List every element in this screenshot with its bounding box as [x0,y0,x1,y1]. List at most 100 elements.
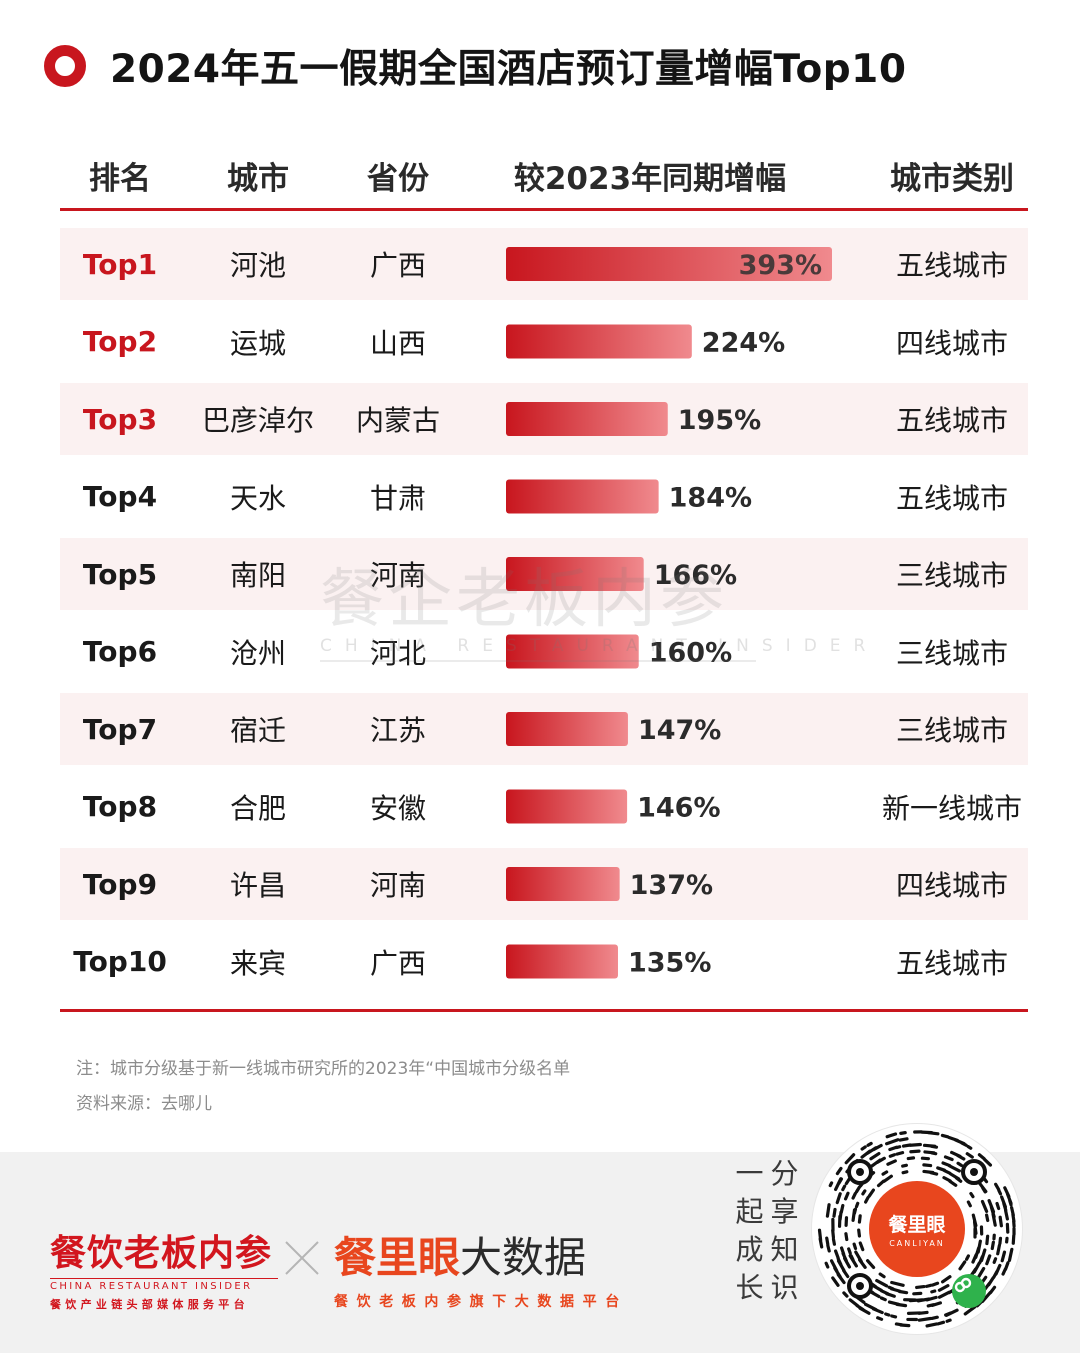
qr-dot [944,1171,949,1174]
qr-dot [987,1215,988,1220]
qr-dot [949,1166,959,1171]
qr-dot [994,1259,995,1263]
brand1-en: CHINA RESTAURANT INSIDER [50,1278,278,1292]
bar-合肥 [506,790,627,824]
qr-dot [877,1281,887,1286]
footer: 餐饮老板内参 CHINA RESTAURANT INSIDER 餐饮产业链头部媒… [0,1152,1080,1353]
qr-dot [889,1287,893,1289]
city-name: 沧州 [196,616,320,688]
qr-dot [1013,1235,1014,1243]
slogan-char: 成 [732,1234,767,1266]
qr-dot [901,1133,905,1134]
rank-label: Top2 [60,306,180,378]
bar-宿迁 [506,712,628,746]
header-rule [60,208,1028,211]
rank-label: Top9 [60,848,180,920]
rank-label: Top8 [60,771,180,843]
qr-dot [968,1147,971,1149]
mini-program-qr-code[interactable]: 餐里眼 CANLIYAN [812,1124,1022,1334]
qr-dot [834,1210,835,1217]
brand2-name-dark: 大数据 [460,1233,586,1282]
city-name: 合肥 [196,771,320,843]
city-tier: 五线城市 [870,461,1034,533]
qr-dot [987,1256,990,1264]
qr-dot [827,1205,829,1216]
bar-天水 [506,480,659,514]
province-name: 山西 [336,306,460,378]
province-name: 安徽 [336,771,460,843]
header-tier: 城市类别 [870,150,1034,200]
qr-dot [985,1159,991,1165]
qr-dot [996,1184,999,1189]
qr-dot [968,1202,970,1206]
qr-dot [973,1255,976,1262]
qr-dot [979,1269,984,1277]
qr-dot [844,1293,847,1296]
city-name: 南阳 [196,538,320,610]
city-tier: 四线城市 [870,306,1034,378]
rank-label: Top5 [60,538,180,610]
city-name: 宿迁 [196,693,320,765]
qr-dot [886,1314,889,1315]
city-name: 许昌 [196,848,320,920]
title-row: 2024年五一假期全国酒店预订量增幅Top10 [44,38,906,94]
qr-dot [849,1249,851,1253]
qr-dot [932,1317,937,1318]
qr-dot [888,1161,895,1164]
city-tier: 五线城市 [870,926,1034,998]
qr-dot [1010,1201,1011,1205]
qr-dot [854,1209,855,1213]
qr-dot [889,1302,898,1304]
slogan-char: 享 [767,1196,802,1228]
qr-dot [903,1172,907,1173]
qr-dot [890,1155,894,1157]
qr-finder-dot [856,1282,864,1290]
qr-dot [929,1133,938,1134]
qr-dot [856,1187,859,1192]
qr-dot [866,1197,868,1202]
qr-dot [958,1163,961,1165]
qr-dot [919,1319,930,1321]
qr-dot [853,1194,855,1199]
bar-许昌 [506,867,620,901]
bar-运城 [506,325,692,359]
qr-dot [820,1230,821,1240]
qr-dot [843,1186,845,1189]
rank-label: Top6 [60,616,180,688]
slogan-char: 分 [767,1158,802,1190]
city-name: 巴彦淖尔 [196,383,320,455]
qr-dot [942,1135,947,1136]
bar-河池 [506,247,832,281]
qr-center-en: CANLIYAN [889,1239,945,1248]
qr-dot [868,1261,874,1268]
bar-南阳 [506,557,644,591]
qr-dot [910,1144,920,1145]
qr-dot [832,1261,837,1271]
brand2-name: 餐里眼大数据 [334,1224,628,1285]
bar-来宾 [506,945,618,979]
slogan-char: 起 [732,1196,767,1228]
qr-dot [932,1291,935,1292]
qr-dot [911,1151,919,1152]
qr-dot [998,1245,1000,1254]
qr-dot [1006,1210,1008,1219]
qr-dot [993,1214,995,1225]
brand2-tagline: 餐饮老板内参旗下大数据平台 [334,1291,628,1311]
mini-program-icon [952,1274,986,1308]
qr-dot [878,1318,882,1320]
rank-label: Top7 [60,693,180,765]
qr-dot [917,1287,924,1288]
qr-dot [903,1165,907,1166]
qr-dot [869,1190,873,1196]
qr-dot [958,1156,964,1159]
qr-dot [884,1176,891,1181]
qr-dot [828,1245,829,1250]
qr-dot [967,1256,969,1259]
qr-dot [892,1283,903,1286]
qr-dot [908,1158,913,1159]
province-name: 广西 [336,926,460,998]
city-tier: 四线城市 [870,848,1034,920]
qr-dot [962,1143,966,1145]
qr-dot [997,1204,999,1209]
qr-dot [932,1146,937,1147]
